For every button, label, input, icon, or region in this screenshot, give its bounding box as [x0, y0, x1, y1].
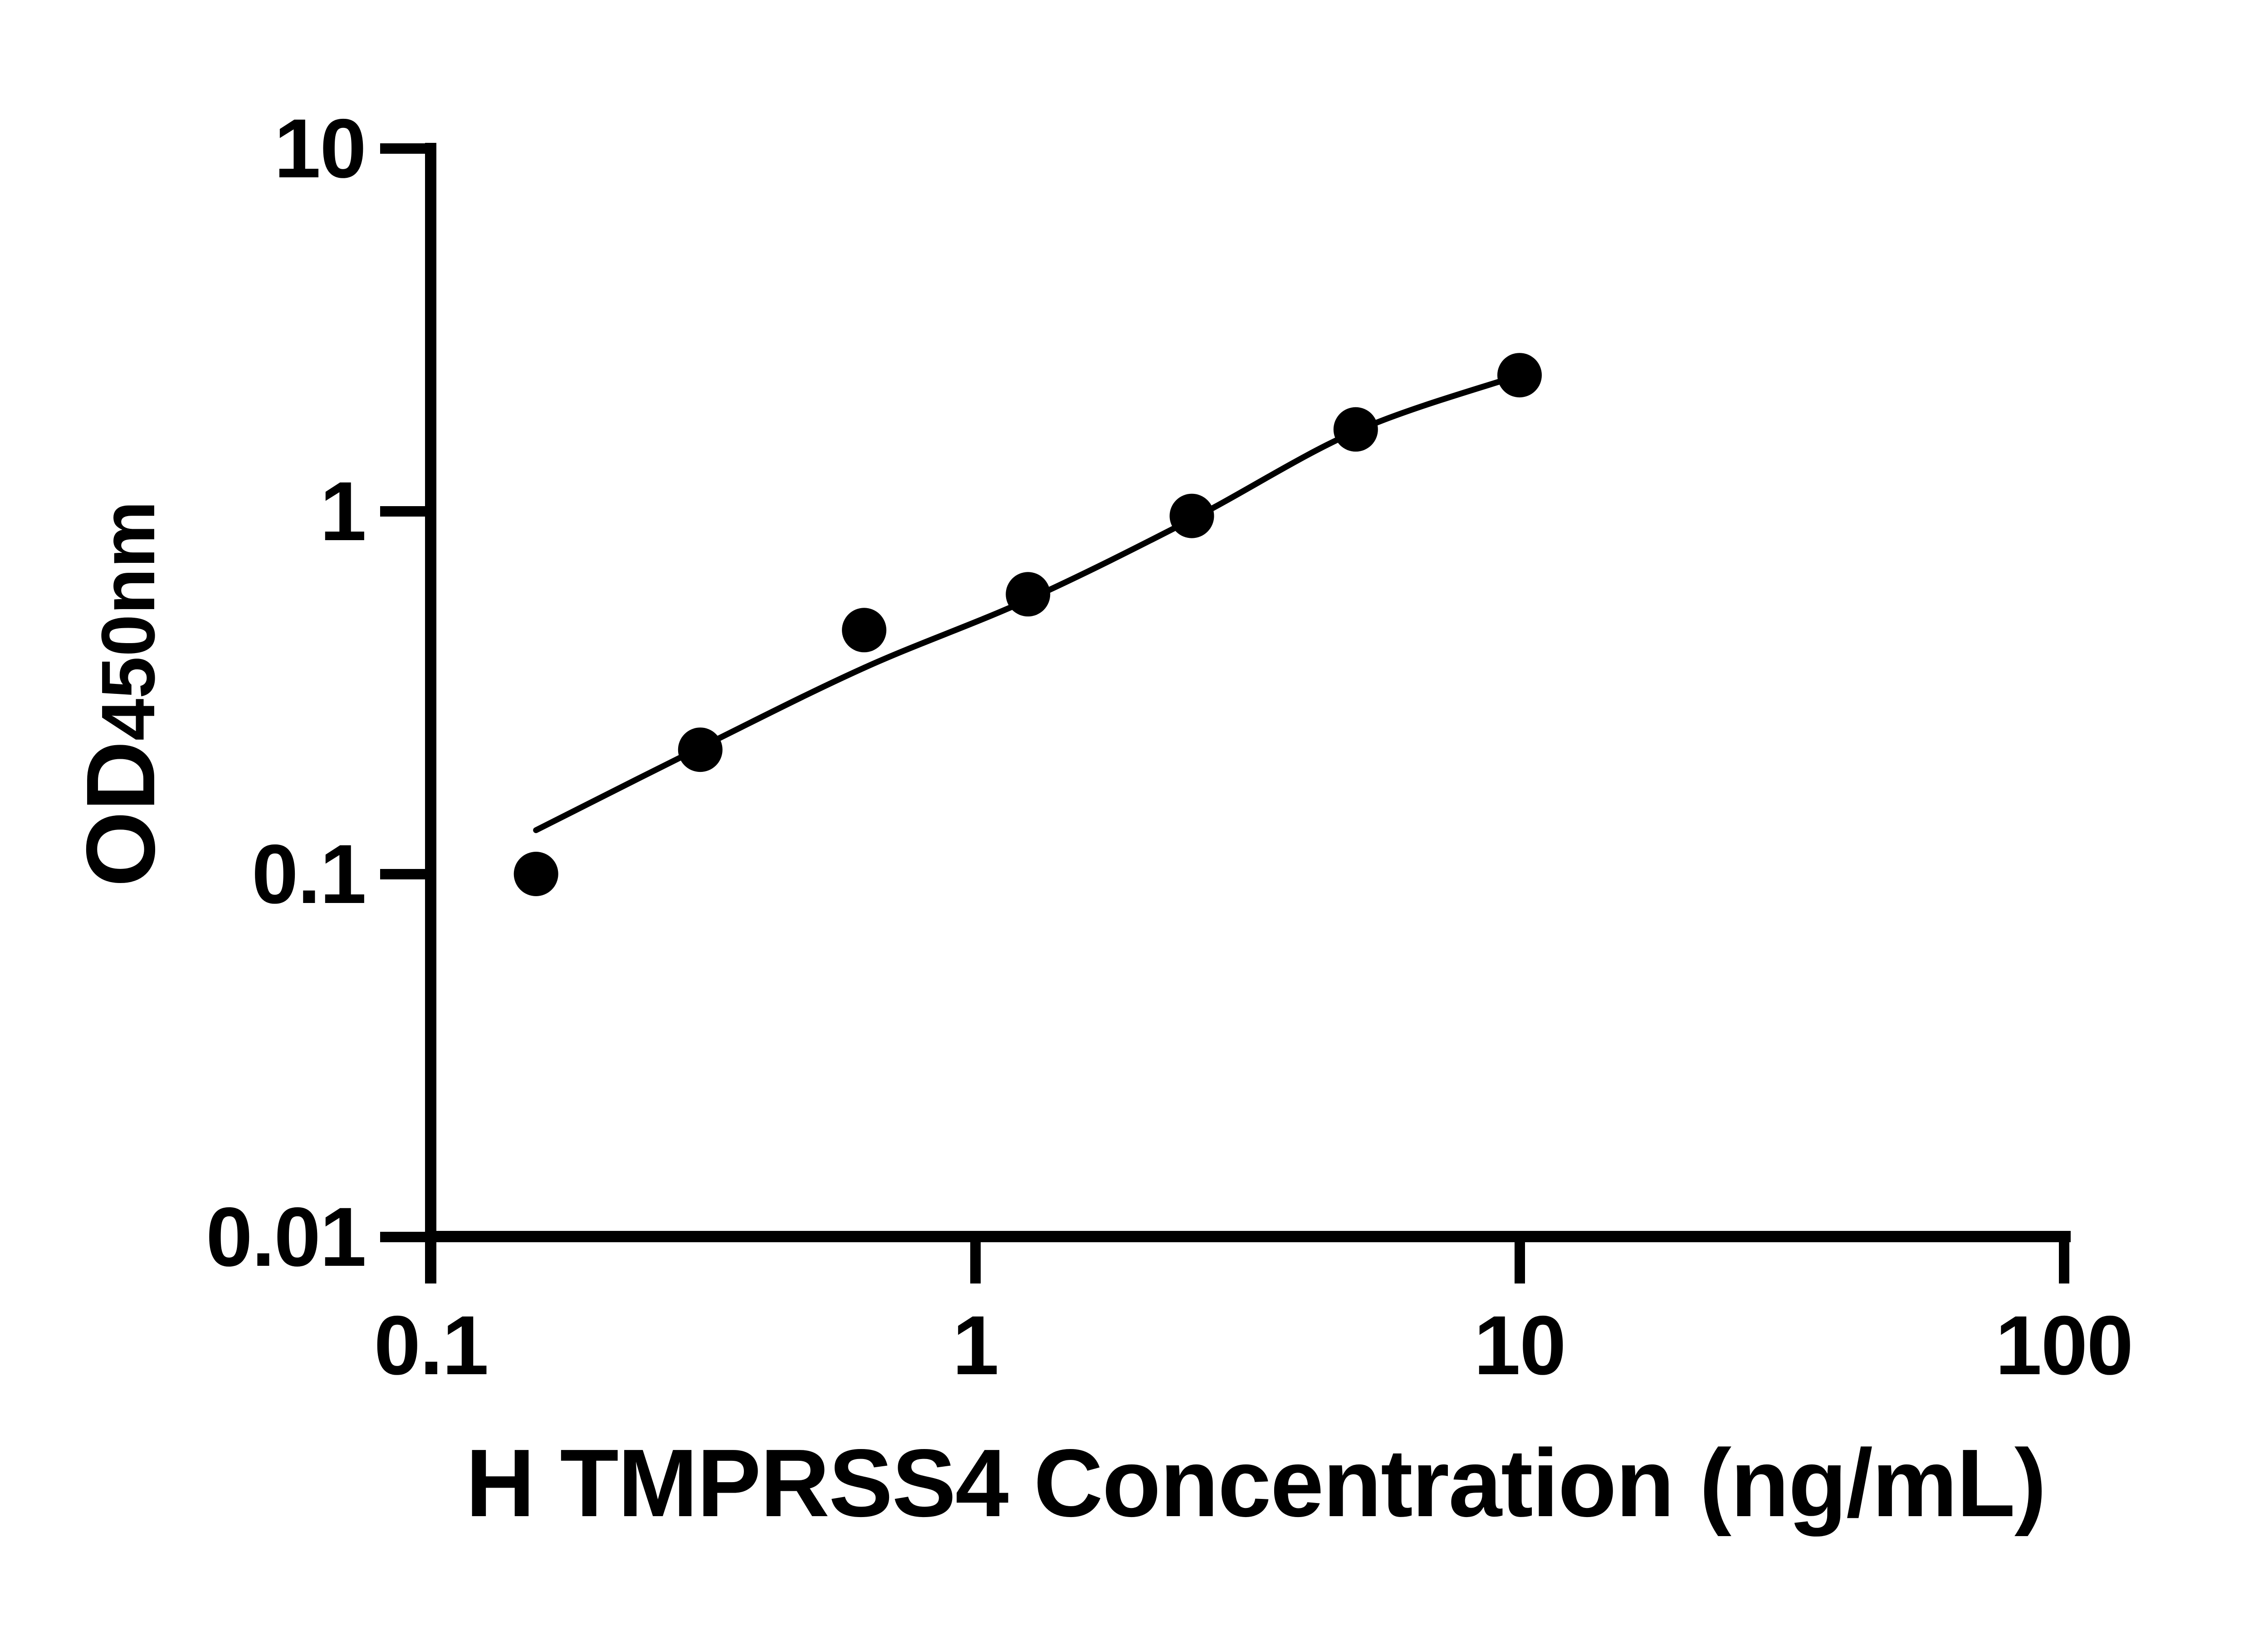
- data-point-marker: [842, 608, 887, 653]
- x-tick: [2058, 1237, 2069, 1283]
- y-axis-title: OD 450nm: [29, 376, 211, 1011]
- x-tick-label: 10: [1474, 1299, 1566, 1392]
- y-axis-title-main: OD: [65, 741, 175, 887]
- y-tick: [380, 869, 431, 879]
- data-point-marker: [1497, 353, 1542, 398]
- y-tick-label: 10: [274, 102, 367, 195]
- y-tick-label: 1: [320, 465, 367, 558]
- data-point-marker: [678, 727, 723, 772]
- data-point-marker: [1169, 493, 1214, 538]
- data-point-marker: [1006, 572, 1051, 617]
- data-point-marker: [513, 852, 558, 896]
- y-tick: [380, 1231, 431, 1242]
- data-points: [513, 353, 1542, 896]
- x-axis-line: [425, 1231, 2071, 1242]
- x-tick: [425, 1237, 436, 1283]
- x-tick-label: 100: [1995, 1299, 2134, 1392]
- x-tick: [1514, 1237, 1525, 1283]
- x-axis-title: H TMPRSS4 Concentration (ng/mL): [465, 1429, 2046, 1537]
- x-tick: [970, 1237, 981, 1283]
- y-axis-title-subscript: 450nm: [86, 501, 171, 741]
- x-tick-label: 0.1: [374, 1299, 489, 1392]
- y-tick: [380, 506, 431, 517]
- y-tick: [380, 143, 431, 154]
- x-tick-label: 1: [952, 1299, 999, 1392]
- y-axis-line: [425, 143, 436, 1283]
- y-tick-label: 0.1: [251, 828, 367, 921]
- y-tick-label: 0.01: [205, 1191, 367, 1284]
- data-point-marker: [1333, 407, 1378, 452]
